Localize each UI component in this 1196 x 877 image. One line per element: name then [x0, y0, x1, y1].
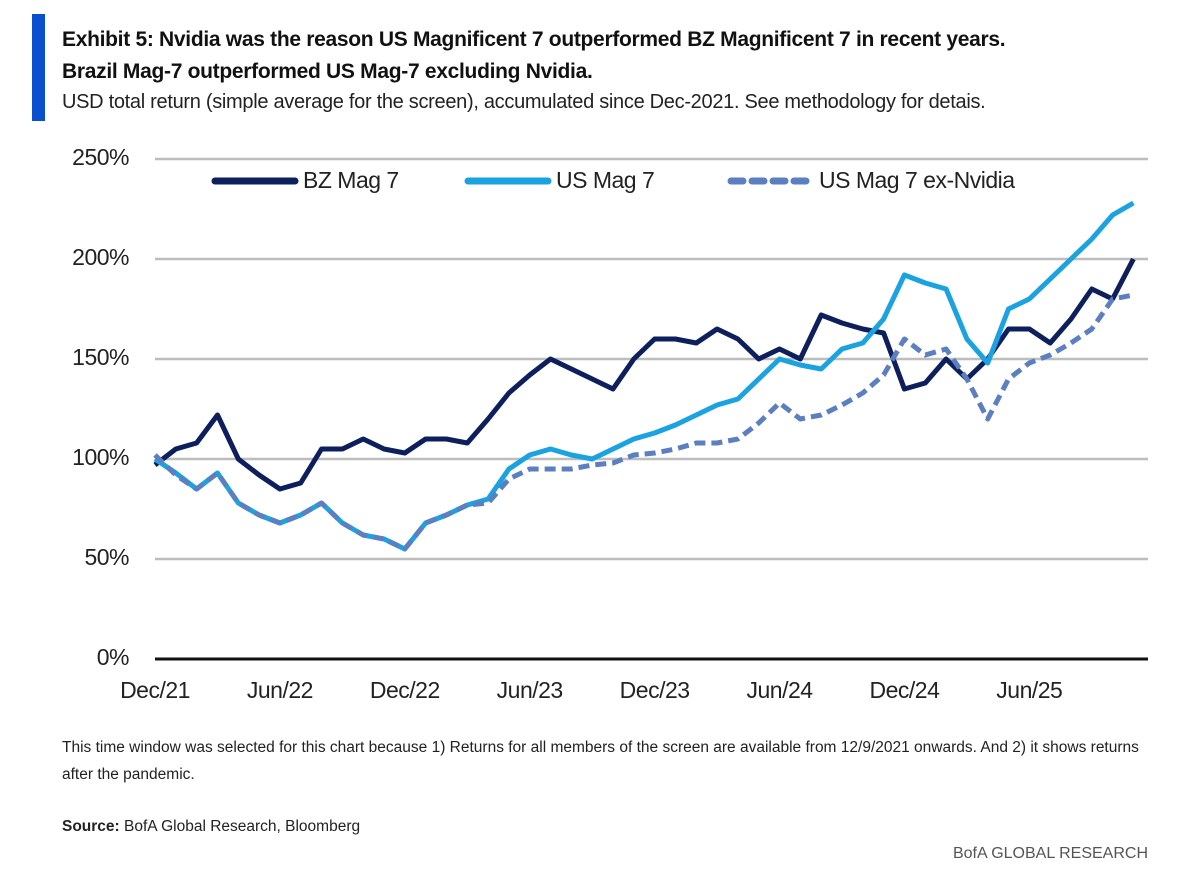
title-line: Brazil Mag-7 outperformed US Mag-7 exclu… [62, 60, 593, 83]
x-tick-label: Jun/23 [497, 677, 563, 703]
legend-label: US Mag 7 [556, 167, 654, 193]
x-tick-label: Dec/23 [620, 677, 690, 703]
x-tick-label: Jun/24 [746, 677, 813, 703]
footer: BofA GLOBAL RESEARCH [952, 845, 1148, 862]
x-tick-label: Jun/25 [996, 677, 1062, 703]
title: Exhibit 5: Nvidia was the reason US Magn… [62, 24, 1006, 88]
subtitle: USD total return (simple average for the… [62, 91, 986, 113]
y-tick-label: 0% [97, 644, 129, 670]
legend-label: BZ Mag 7 [303, 167, 399, 193]
chart: 0% 50% 100% 150% 200% 250% Dec/21 Jun/22 Dec/22 J… [72, 144, 1148, 703]
accent-bar [32, 14, 45, 121]
y-tick-label: 200% [72, 244, 129, 270]
y-tick-label: 100% [72, 444, 129, 470]
x-tick-label: Jun/22 [247, 677, 313, 703]
y-tick-label: 250% [72, 144, 129, 170]
series-line [153, 292, 1134, 552]
source-text: BofA Global Research, Bloomberg [124, 818, 361, 835]
y-tick-label: 150% [72, 344, 129, 370]
legend-label: US Mag 7 ex-Nvidia [819, 167, 1015, 193]
x-tick-label: Dec/24 [869, 677, 940, 703]
x-tick-label: Dec/21 [120, 677, 190, 703]
source: Source: BofA Global Research, Bloomberg [62, 818, 360, 836]
source-label: Source: [62, 818, 120, 835]
series-line [153, 257, 1136, 492]
y-tick-label: 50% [84, 544, 129, 570]
x-tick-label: Dec/22 [370, 677, 440, 703]
note: This time window was selected for this c… [62, 739, 1139, 783]
series-line [153, 200, 1135, 552]
title-line: Exhibit 5: Nvidia was the reason US Magn… [62, 28, 1006, 51]
